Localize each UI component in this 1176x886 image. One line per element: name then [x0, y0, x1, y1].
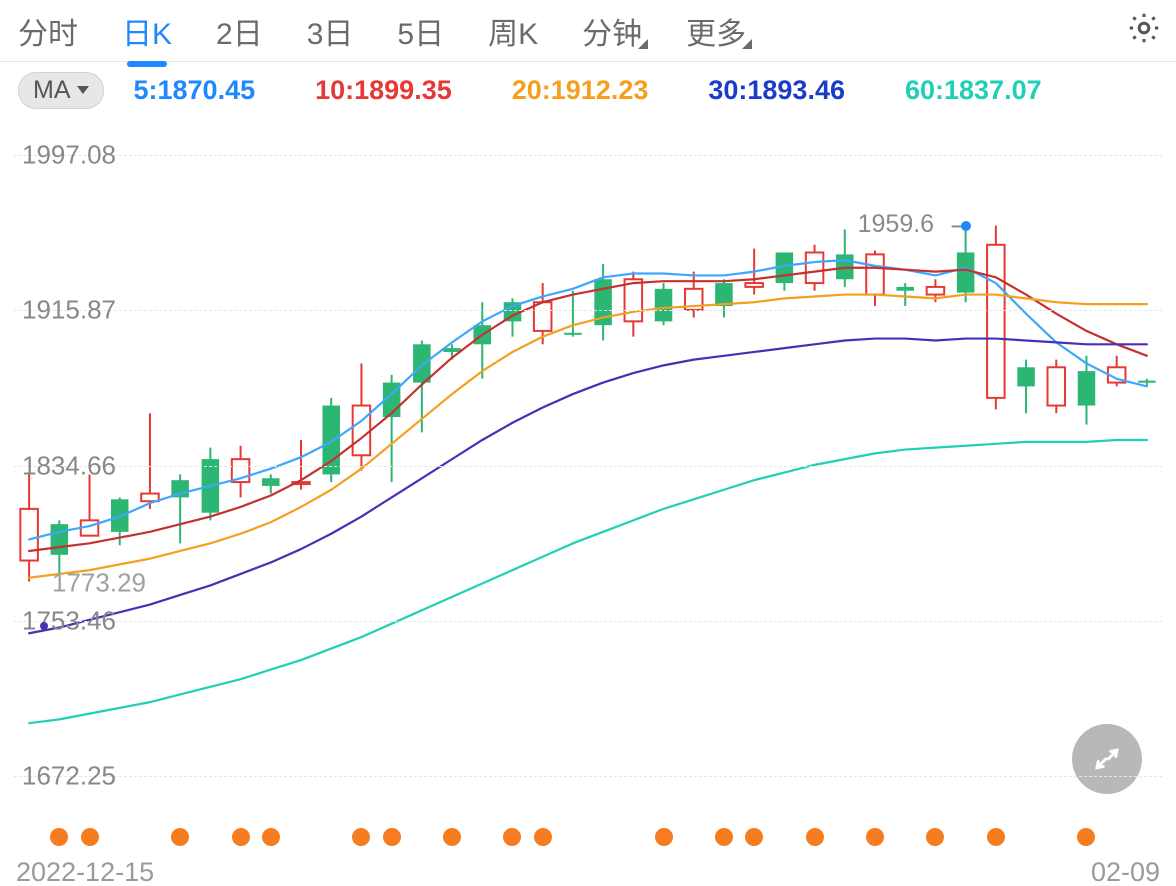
gridline: [14, 621, 1162, 622]
y-axis-current-label: 1773.29: [52, 567, 146, 598]
high-marker-label: 1959.6: [858, 210, 934, 239]
chart-canvas: [0, 118, 1176, 886]
signal-dot: [866, 828, 884, 846]
signal-dot: [806, 828, 824, 846]
ma-value-3: 30:1893.46: [708, 75, 845, 106]
ma-selector-label: MA: [33, 76, 71, 105]
tab-7[interactable]: 更多: [686, 9, 746, 53]
x-axis-start-label: 2022-12-15: [16, 857, 154, 886]
tab-4[interactable]: 5日: [397, 9, 444, 53]
signal-dot: [81, 828, 99, 846]
ma-selector[interactable]: MA: [18, 72, 104, 109]
ma-value-1: 10:1899.35: [315, 75, 452, 106]
gridline: [14, 776, 1162, 777]
ma-value-4: 60:1837.07: [905, 75, 1042, 106]
tab-6[interactable]: 分钟: [582, 9, 642, 53]
ma-value-0: 5:1870.45: [134, 75, 256, 106]
signal-dot: [262, 828, 280, 846]
ma-indicator-row: MA 5:1870.45 10:1899.35 20:1912.23 30:1893.…: [0, 62, 1176, 118]
gridline: [14, 155, 1162, 156]
y-axis-label: 1753.46: [22, 605, 116, 636]
signal-dot: [383, 828, 401, 846]
ma-start-dot: [40, 622, 48, 630]
y-axis-label: 1834.66: [22, 450, 116, 481]
signal-dot: [655, 828, 673, 846]
tab-underline: [127, 61, 167, 67]
signal-dot: [443, 828, 461, 846]
signal-dot: [232, 828, 250, 846]
gridline: [14, 466, 1162, 467]
signal-dot: [534, 828, 552, 846]
expand-button[interactable]: [1072, 724, 1142, 794]
tab-0[interactable]: 分时: [18, 9, 78, 53]
tab-3[interactable]: 3日: [307, 9, 354, 53]
gridline: [14, 310, 1162, 311]
tab-1[interactable]: 日K: [122, 9, 172, 53]
timeframe-tabs: 分时日K 2日 3日 5日周K 分钟更多: [0, 0, 1176, 62]
x-axis-end-label: 02-09: [1091, 857, 1160, 886]
signal-dot: [715, 828, 733, 846]
y-axis-label: 1997.08: [22, 139, 116, 170]
tab-5[interactable]: 周K: [488, 9, 538, 53]
chevron-down-icon: [77, 86, 89, 94]
y-axis-label: 1672.25: [22, 761, 116, 792]
price-chart[interactable]: 1997.08 1915.87 1834.66 1753.46 1672.25 1773.…: [0, 118, 1176, 886]
ma-value-2: 20:1912.23: [512, 75, 649, 106]
signal-dot: [987, 828, 1005, 846]
y-axis-label: 1915.87: [22, 295, 116, 326]
submenu-indicator-icon: [638, 39, 648, 49]
settings-button[interactable]: [1126, 10, 1162, 51]
tab-2[interactable]: 2日: [216, 9, 263, 53]
submenu-indicator-icon: [742, 39, 752, 49]
